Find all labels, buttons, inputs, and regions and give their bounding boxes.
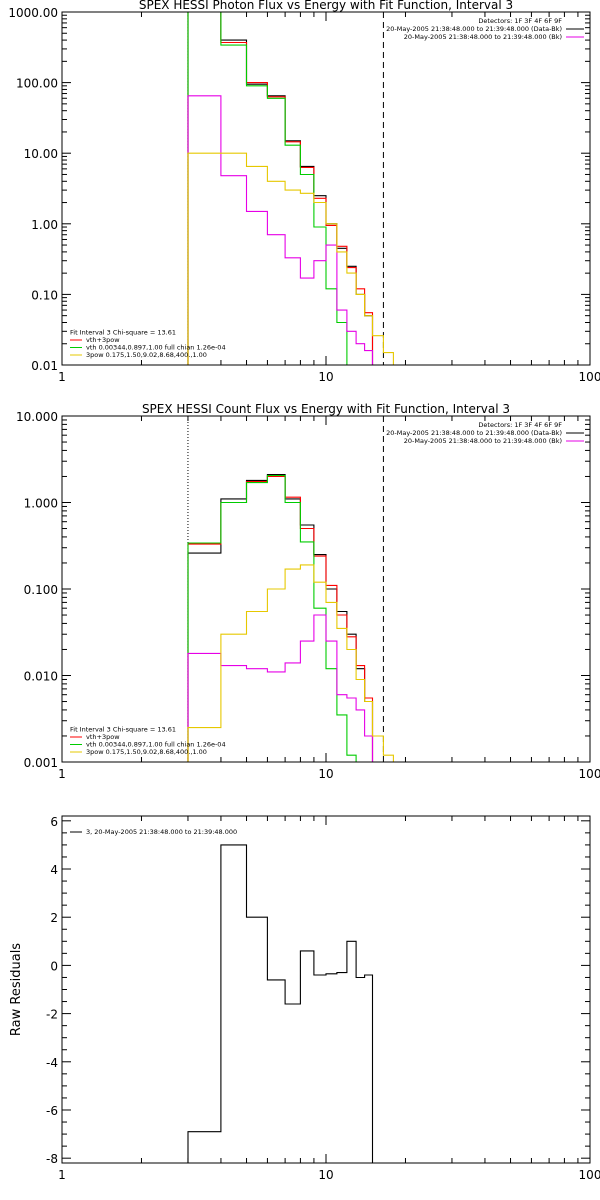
plot-frame <box>61 415 591 763</box>
y-tick-label: 100.00 <box>16 77 58 91</box>
y-tick-label: 10.00 <box>24 147 58 161</box>
legend-bottom-left: Fit Interval 3 Chi-square = 13.61vth+3po… <box>70 726 226 756</box>
panel-2: SPEX HESSI Count Flux vs Energy with Fit… <box>16 402 600 781</box>
x-tick-label: 1 <box>58 767 66 781</box>
panel-3: 1 10 100 -8 -6 -4 -2 0 2 4 6 Raw Residuals 3, 20-May… <box>9 815 600 1182</box>
x-tick-label: 100 <box>579 370 600 384</box>
y-tick-label: 0 <box>50 959 58 973</box>
plot-frame <box>61 815 591 1164</box>
y-tick-label: 0.010 <box>24 670 58 684</box>
chart-title: SPEX HESSI Count Flux vs Energy with Fit… <box>142 402 510 416</box>
x-tick-label: 1 <box>58 370 66 384</box>
legend-entry-label: 3pow 0.175,1.50,9.02,8.68,400.,1.00 <box>86 351 207 359</box>
y-tick-label: 1.000 <box>24 497 58 511</box>
y-tick-label: 10.000 <box>16 410 58 424</box>
y-axis: 0.01 0.10 1.00 10.00 100.00 1000.00 <box>8 6 590 373</box>
legend-entry-label: 20-May-2005 21:38:48.000 to 21:39:48.000… <box>404 437 562 445</box>
y-tick-label: 1000.00 <box>8 6 58 20</box>
y-tick-label: 0.01 <box>31 359 58 373</box>
y-tick-label: 0.10 <box>31 288 58 302</box>
series-line-5 <box>187 152 406 366</box>
legend-entry-label: vth 0.00344,0.897,1.00 full chian 1.26e-… <box>86 741 226 749</box>
y-tick-label: 0.100 <box>24 583 58 597</box>
x-tick-label: 10 <box>318 370 333 384</box>
legend-entry-label: vth+3pow <box>86 336 120 344</box>
series-line-3 <box>187 474 357 762</box>
legend-entry-label: 3pow 0.175,1.50,9.02,8.68,400.,1.00 <box>86 748 207 756</box>
panel-1: SPEX HESSI Photon Flux vs Energy with Fi… <box>8 0 600 384</box>
legend-entry-label: 3, 20-May-2005 21:38:48.000 to 21:39:48.… <box>86 828 237 836</box>
legend-entry-label: 20-May-2005 21:38:48.000 to 21:39:48.000… <box>404 33 562 41</box>
legend-entry-label: Fit Interval 3 Chi-square = 13.61 <box>70 726 176 734</box>
legend-entry-label: 20-May-2005 21:38:48.000 to 21:39:48.000… <box>386 429 562 437</box>
y-axis-label: Raw Residuals <box>9 943 24 1036</box>
series-line-4 <box>187 614 374 762</box>
legend-entry-label: Detectors: 1F 3F 4F 6F 9F <box>478 17 562 25</box>
y-tick-label: 6 <box>50 815 58 829</box>
x-tick-label: 10 <box>318 1168 333 1182</box>
y-tick-label: -2 <box>46 1008 58 1022</box>
series-line-5 <box>187 564 394 762</box>
legend-entry-label: Detectors: 1F 3F 4F 6F 9F <box>478 421 562 429</box>
y-tick-label: 1.00 <box>31 218 58 232</box>
series-line-2 <box>187 475 374 762</box>
y-tick-label: -4 <box>46 1056 58 1070</box>
legend-top-left: 3, 20-May-2005 21:38:48.000 to 21:39:48.… <box>70 828 237 836</box>
legend-entry-label: 20-May-2005 21:38:48.000 to 21:39:48.000… <box>386 25 562 33</box>
plot-frame <box>61 11 591 366</box>
series-line-4 <box>187 95 384 366</box>
legend-entry-label: Fit Interval 3 Chi-square = 13.61 <box>70 329 176 337</box>
x-tick-label: 100 <box>579 767 600 781</box>
y-axis: 0.001 0.010 0.100 1.000 10.000 <box>16 410 590 770</box>
legend-entry-label: vth+3pow <box>86 733 120 741</box>
legend-bottom-left: Fit Interval 3 Chi-square = 13.61vth+3po… <box>70 329 226 359</box>
series-line-2 <box>187 11 374 365</box>
x-axis: 1 10 100 <box>58 816 600 1182</box>
y-tick-label: -8 <box>46 1152 58 1166</box>
legend-entry-label: vth 0.00344,0.897,1.00 full chian 1.26e-… <box>86 344 226 352</box>
x-tick-label: 1 <box>58 1168 66 1182</box>
y-tick-label: -6 <box>46 1104 58 1118</box>
x-tick-label: 100 <box>579 1168 600 1182</box>
y-tick-label: 2 <box>50 911 58 925</box>
y-axis: -8 -6 -4 -2 0 2 4 6 <box>46 815 590 1166</box>
series-line-3 <box>187 11 357 366</box>
y-tick-label: 4 <box>50 863 58 877</box>
series-line-1 <box>187 11 374 365</box>
y-tick-label: 0.001 <box>24 756 58 770</box>
x-tick-label: 10 <box>318 767 333 781</box>
series-line-1 <box>187 474 374 762</box>
chart-title: SPEX HESSI Photon Flux vs Energy with Fi… <box>139 0 513 12</box>
series-line-1 <box>187 844 384 1164</box>
